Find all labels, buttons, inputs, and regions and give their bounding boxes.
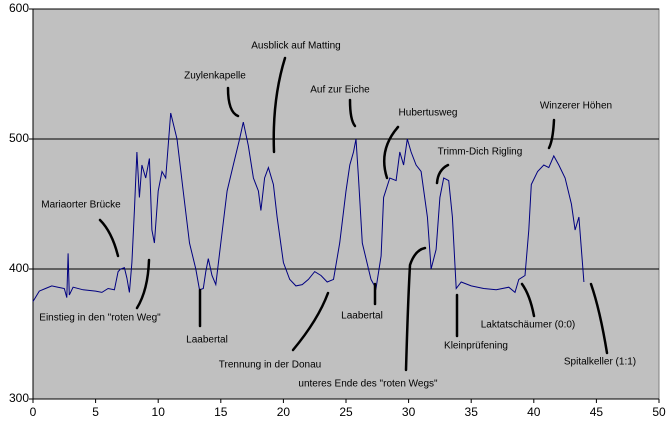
annotation: Laktatschäumer (0:0) (481, 320, 576, 331)
annotation: Einstieg in den "roten Weg" (39, 313, 161, 324)
annotation-pointer (291, 291, 330, 352)
annotation-pointer (272, 56, 287, 154)
annotation: Trennung in der Donau (219, 360, 321, 371)
x-tick-label: 45 (590, 405, 604, 419)
annotation: Auf zur Eiche (310, 85, 370, 96)
y-tick-label: 500 (9, 131, 29, 145)
annotation: Laabertal (186, 335, 228, 346)
x-tick-label: 0 (30, 405, 37, 419)
x-tick-label: 20 (277, 405, 291, 419)
annotation-pointer (589, 282, 609, 355)
annotation: Winzerer Höhen (540, 101, 612, 112)
y-tick-label: 600 (9, 1, 29, 15)
x-tick-label: 25 (339, 405, 353, 419)
annotation-pointer (404, 246, 427, 372)
annotation: Laabertal (341, 311, 383, 322)
x-tick-label: 15 (214, 405, 228, 419)
annotation: unteres Ende des "roten Wegs" (298, 379, 438, 390)
annotation-pointer (348, 98, 357, 128)
x-tick-label: 30 (402, 405, 416, 419)
x-tick-label: 35 (465, 405, 479, 419)
annotation-pointer (435, 163, 450, 185)
annotation: Spitalkeller (1:1) (564, 357, 636, 368)
annotation: Mariaorter Brücke (41, 200, 121, 211)
y-tick-label: 300 (9, 391, 29, 405)
x-tick-label: 40 (527, 405, 541, 419)
annotation: Zuylenkapelle (184, 71, 246, 82)
annotation-pointer (226, 86, 240, 118)
x-tick-label: 5 (92, 405, 99, 419)
annotation-pointer (98, 218, 120, 258)
y-tick-label: 400 (9, 261, 29, 275)
annotation-pointer (135, 258, 151, 310)
annotation-pointer (547, 118, 556, 150)
plot-area (32, 8, 660, 400)
data-line (32, 112, 585, 302)
annotation: Hubertusweg (399, 108, 458, 119)
annotation: Kleinprüfening (444, 341, 508, 352)
annotation-pointer (520, 282, 536, 318)
annotation: Trimm-Dich Rigling (438, 147, 523, 158)
annotation: Ausblick auf Matting (251, 41, 341, 52)
x-tick-label: 50 (652, 405, 666, 419)
x-tick-label: 10 (152, 405, 166, 419)
annotation-pointer (383, 125, 400, 180)
